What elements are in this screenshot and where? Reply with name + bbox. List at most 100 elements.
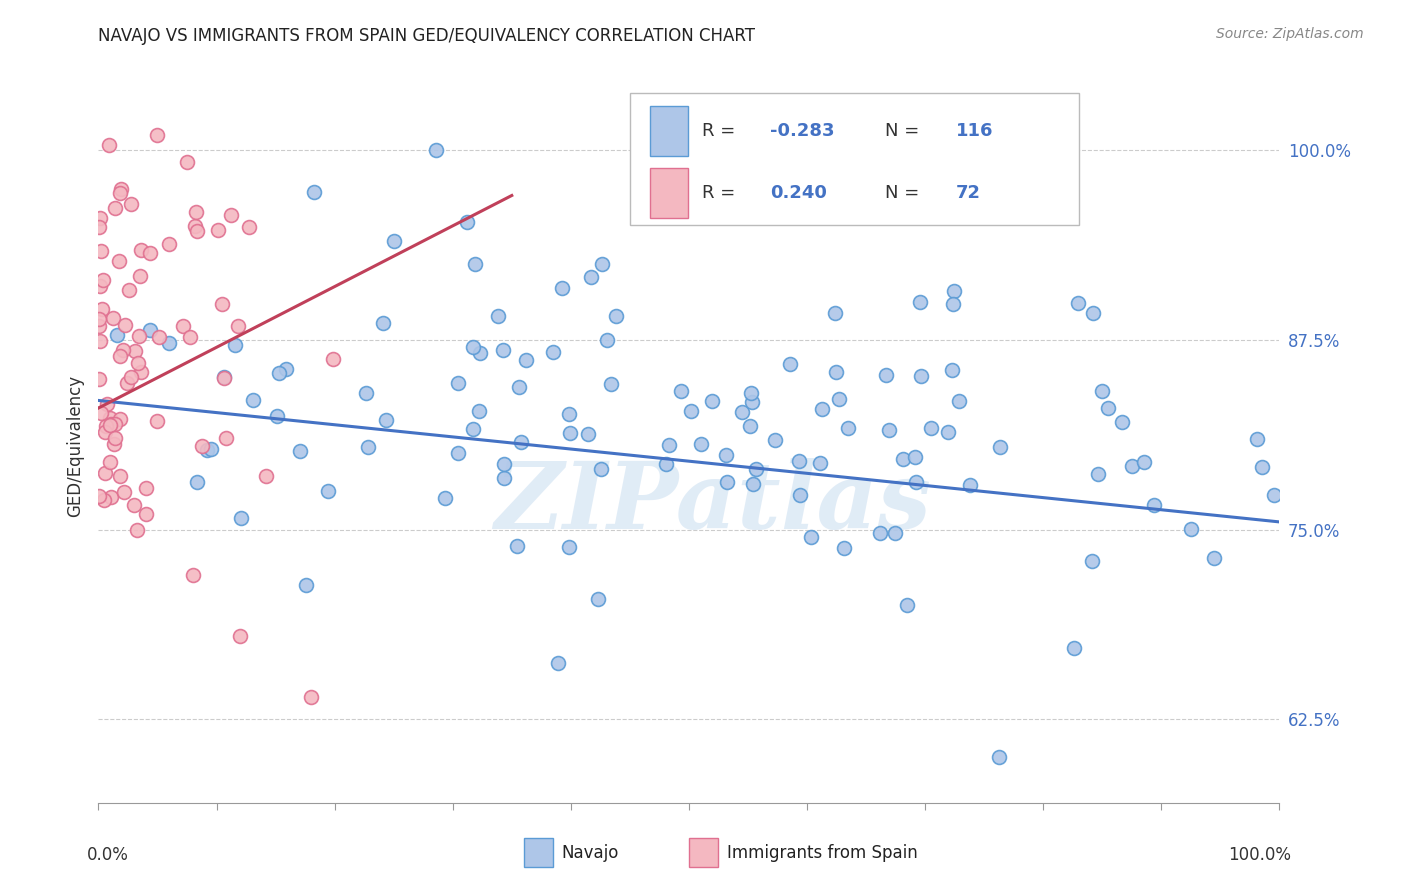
Point <box>690 437 713 451</box>
Point <box>211 296 233 310</box>
Point <box>745 462 768 476</box>
Text: ZIPatlas: ZIPatlas <box>494 458 931 548</box>
Point <box>157 336 180 351</box>
Text: Navajo: Navajo <box>561 844 619 862</box>
Point <box>731 405 754 419</box>
Text: Source: ZipAtlas.com: Source: ZipAtlas.com <box>1216 27 1364 41</box>
Point <box>1083 306 1105 320</box>
Point <box>579 270 602 285</box>
Point <box>98 411 121 425</box>
Point <box>89 334 111 348</box>
Point <box>557 407 579 421</box>
Point <box>811 401 834 416</box>
Bar <box>689 838 718 867</box>
Point <box>135 507 157 521</box>
Point <box>214 431 236 445</box>
Point <box>658 438 681 452</box>
Bar <box>650 105 688 155</box>
Point <box>904 475 927 489</box>
Point <box>90 302 112 317</box>
Point <box>148 330 170 344</box>
Point <box>468 346 491 360</box>
Point <box>229 511 252 525</box>
Point <box>492 470 515 484</box>
Point <box>104 417 127 431</box>
Point <box>763 433 786 447</box>
Point <box>576 427 599 442</box>
Point <box>128 329 150 343</box>
Point <box>322 352 344 367</box>
Point <box>131 366 153 380</box>
Point <box>1097 401 1119 416</box>
Point <box>1063 641 1085 656</box>
Point <box>97 138 120 153</box>
Point <box>100 490 122 504</box>
Point <box>139 323 162 337</box>
Point <box>108 186 131 201</box>
Y-axis label: GED/Equivalency: GED/Equivalency <box>66 375 84 517</box>
Point <box>828 392 851 406</box>
Point <box>254 468 277 483</box>
Point <box>266 409 288 423</box>
Point <box>89 312 111 326</box>
Point <box>494 457 516 471</box>
Point <box>461 422 484 436</box>
Point <box>103 437 125 451</box>
Point <box>118 283 141 297</box>
Point <box>89 319 111 334</box>
Point <box>87 489 110 503</box>
Point <box>509 434 531 449</box>
Point <box>294 578 316 592</box>
Point <box>884 526 907 541</box>
Point <box>558 425 581 440</box>
Text: Immigrants from Spain: Immigrants from Spain <box>727 844 918 862</box>
Point <box>91 273 114 287</box>
Point <box>221 208 243 222</box>
Point <box>124 498 146 512</box>
Point <box>125 523 148 537</box>
Point <box>655 457 678 471</box>
Point <box>1246 432 1268 446</box>
Point <box>681 404 703 418</box>
Point <box>908 295 931 310</box>
Text: 100.0%: 100.0% <box>1229 846 1291 863</box>
Point <box>1081 554 1104 568</box>
Point <box>104 201 127 215</box>
Point <box>200 442 222 456</box>
Point <box>120 370 142 384</box>
Point <box>100 455 122 469</box>
Point <box>693 200 716 214</box>
Point <box>110 182 132 196</box>
Point <box>302 185 325 199</box>
Point <box>547 657 569 671</box>
Point <box>787 454 810 468</box>
Point <box>740 386 762 401</box>
Point <box>904 450 927 465</box>
Point <box>550 280 572 294</box>
Point <box>1263 488 1285 502</box>
Point <box>1251 460 1274 475</box>
Point <box>741 395 763 409</box>
Point <box>1111 415 1133 429</box>
Point <box>557 540 579 554</box>
Point <box>942 297 965 311</box>
Point <box>1087 467 1109 482</box>
Point <box>224 337 246 351</box>
Point <box>114 318 136 332</box>
Point <box>486 309 509 323</box>
Point <box>115 376 138 390</box>
Point <box>1202 551 1225 566</box>
Point <box>375 413 398 427</box>
Point <box>936 425 959 439</box>
Point <box>157 236 180 251</box>
Point <box>896 598 918 612</box>
Point <box>87 220 110 235</box>
Point <box>96 397 118 411</box>
Point <box>463 340 485 354</box>
Text: 72: 72 <box>956 184 981 202</box>
Point <box>93 493 115 508</box>
Point <box>269 366 291 380</box>
Point <box>877 424 900 438</box>
Point <box>446 445 468 459</box>
Point <box>127 355 149 369</box>
